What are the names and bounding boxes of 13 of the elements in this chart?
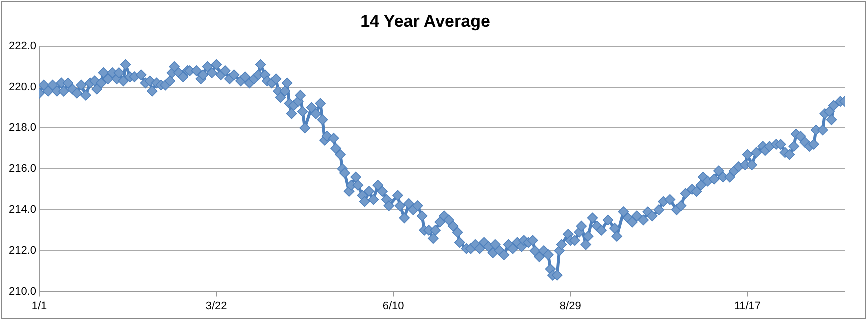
y-tick-label: 212.0	[8, 244, 37, 257]
y-tick-label: 216.0	[8, 163, 37, 176]
x-tick-label: 6/10	[382, 300, 404, 312]
x-tick-label: 1/1	[32, 300, 48, 312]
x-tick-label: 3/22	[206, 300, 228, 312]
y-tick-label: 222.0	[8, 40, 37, 52]
x-tick-label: 11/17	[734, 300, 761, 312]
y-tick-label: 214.0	[8, 204, 37, 216]
y-tick-label: 220.0	[8, 81, 37, 94]
chart-title: 14 Year Average	[360, 12, 490, 31]
x-tick-label: 8/29	[560, 300, 582, 312]
y-tick-label: 210.0	[8, 286, 37, 298]
y-tick-label: 218.0	[8, 122, 37, 134]
